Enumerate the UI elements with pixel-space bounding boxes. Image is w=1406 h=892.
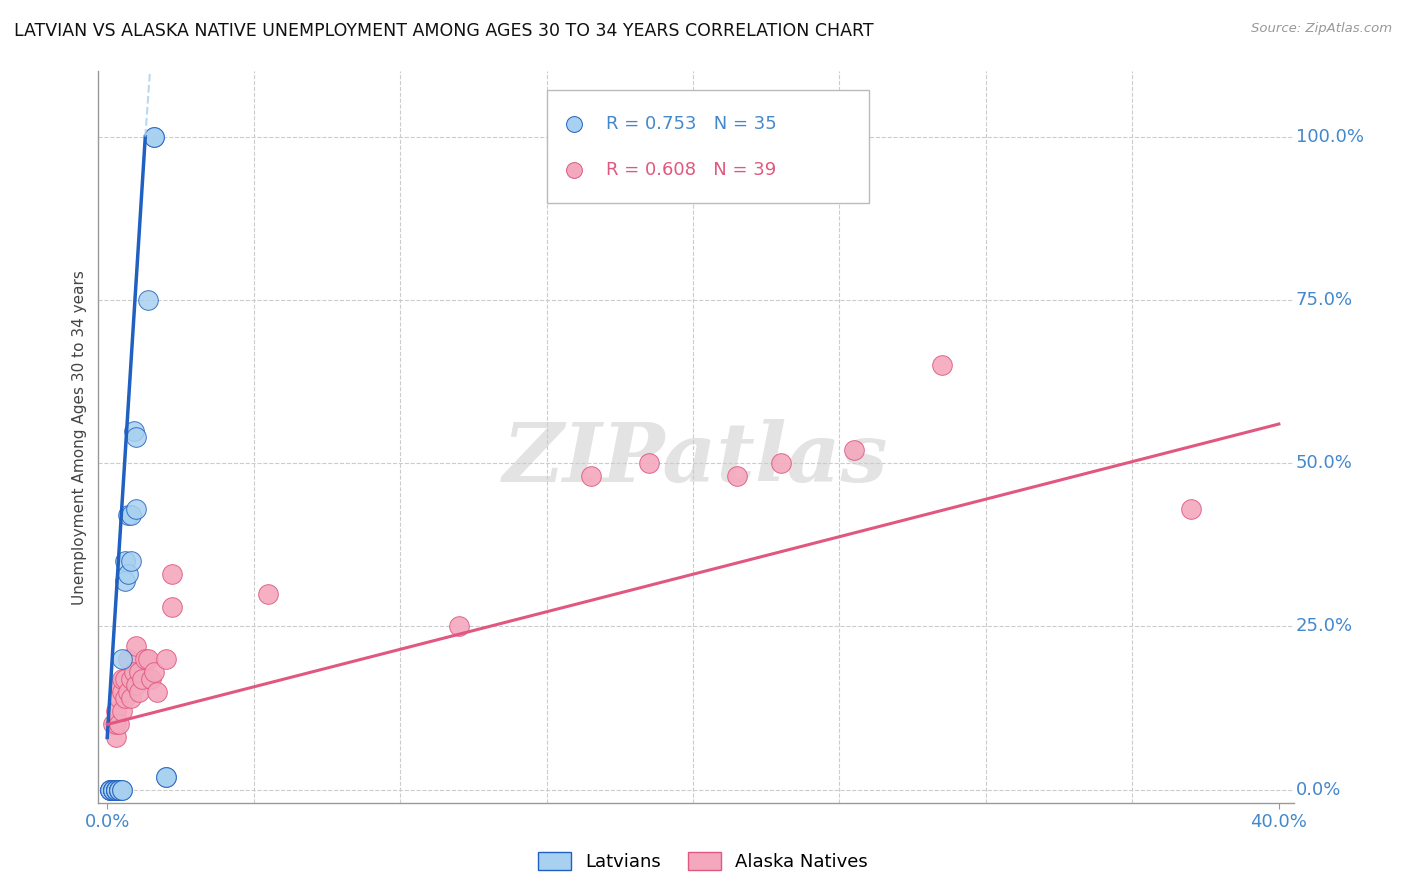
Text: Source: ZipAtlas.com: Source: ZipAtlas.com <box>1251 22 1392 36</box>
Point <box>108 782 131 797</box>
Point <box>257 587 280 601</box>
Point <box>128 685 150 699</box>
Point <box>101 782 124 797</box>
Point <box>125 678 148 692</box>
Point <box>122 665 145 680</box>
Point <box>122 424 145 438</box>
Point <box>101 717 124 731</box>
Point <box>931 358 953 372</box>
Point <box>111 705 134 719</box>
Point <box>141 672 162 686</box>
Point <box>98 782 121 797</box>
Point <box>105 782 127 797</box>
Point <box>1180 502 1202 516</box>
Point <box>105 705 127 719</box>
Point <box>579 469 602 483</box>
FancyBboxPatch shape <box>547 90 869 203</box>
Point <box>105 782 127 797</box>
Point <box>143 129 166 144</box>
Point <box>101 782 124 797</box>
Point <box>105 782 127 797</box>
Point <box>105 717 127 731</box>
Point <box>108 782 131 797</box>
Text: 0.0%: 0.0% <box>1296 780 1341 798</box>
Text: 75.0%: 75.0% <box>1296 291 1353 309</box>
Point <box>842 443 865 458</box>
Point <box>108 691 131 706</box>
Point <box>155 770 177 784</box>
Text: LATVIAN VS ALASKA NATIVE UNEMPLOYMENT AMONG AGES 30 TO 34 YEARS CORRELATION CHAR: LATVIAN VS ALASKA NATIVE UNEMPLOYMENT AM… <box>14 22 873 40</box>
Point <box>638 456 661 470</box>
Point <box>1261 218 1284 232</box>
Point <box>155 770 177 784</box>
Point <box>131 672 153 686</box>
Point <box>120 691 142 706</box>
Point <box>111 685 134 699</box>
Point <box>1261 177 1284 191</box>
Point <box>117 652 139 666</box>
Point <box>101 782 124 797</box>
Point <box>114 672 136 686</box>
Point <box>114 554 136 568</box>
Text: R = 0.608   N = 39: R = 0.608 N = 39 <box>606 161 776 179</box>
Point <box>146 685 169 699</box>
Point <box>160 599 183 614</box>
Point <box>114 691 136 706</box>
Text: 100.0%: 100.0% <box>1296 128 1364 145</box>
Text: ZIPatlas: ZIPatlas <box>503 419 889 499</box>
Point <box>117 685 139 699</box>
Point <box>105 782 127 797</box>
Point <box>117 567 139 582</box>
Point <box>125 502 148 516</box>
Point <box>101 782 124 797</box>
Y-axis label: Unemployment Among Ages 30 to 34 years: Unemployment Among Ages 30 to 34 years <box>72 269 87 605</box>
Point <box>105 731 127 745</box>
Text: 50.0%: 50.0% <box>1296 454 1353 472</box>
Point <box>117 508 139 523</box>
Point <box>98 782 121 797</box>
Point <box>136 652 159 666</box>
Point <box>98 782 121 797</box>
Point <box>120 672 142 686</box>
Point <box>143 665 166 680</box>
Point <box>134 652 156 666</box>
Point <box>125 430 148 444</box>
Point <box>98 782 121 797</box>
Point <box>108 717 131 731</box>
Point <box>120 508 142 523</box>
Point <box>143 129 166 144</box>
Legend: Latvians, Alaska Natives: Latvians, Alaska Natives <box>531 845 875 879</box>
Point <box>111 782 134 797</box>
Point <box>120 554 142 568</box>
Point <box>108 678 131 692</box>
Point <box>725 469 748 483</box>
Point <box>108 782 131 797</box>
Point <box>111 782 134 797</box>
Point <box>111 672 134 686</box>
Point <box>136 293 159 307</box>
Point <box>111 652 134 666</box>
Text: R = 0.753   N = 35: R = 0.753 N = 35 <box>606 115 778 133</box>
Point <box>769 456 792 470</box>
Point <box>125 639 148 653</box>
Point <box>108 782 131 797</box>
Text: 25.0%: 25.0% <box>1296 617 1353 635</box>
Point <box>160 567 183 582</box>
Point <box>447 619 470 633</box>
Point <box>114 574 136 588</box>
Point <box>105 782 127 797</box>
Point <box>155 652 177 666</box>
Point <box>108 782 131 797</box>
Point <box>128 665 150 680</box>
